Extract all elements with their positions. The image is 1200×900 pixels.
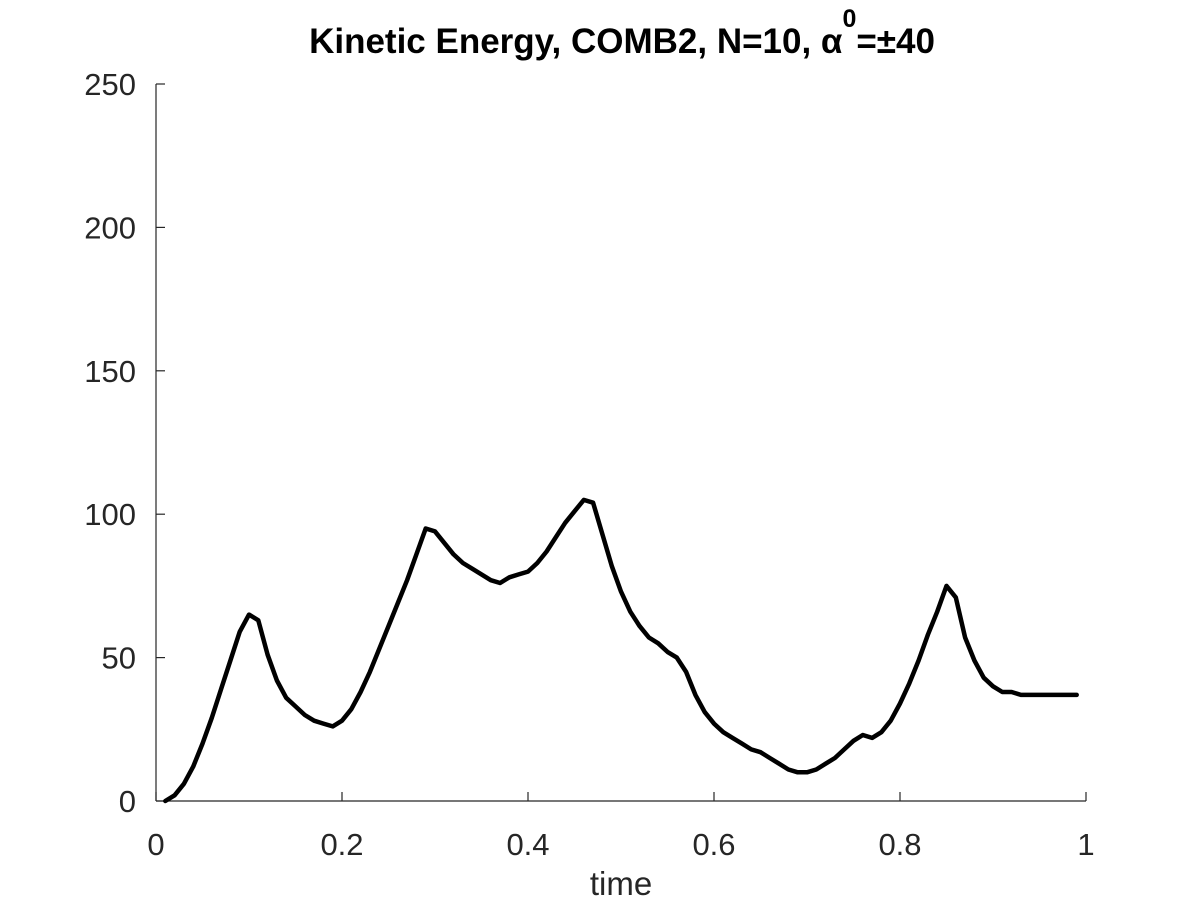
- chart-title-superscript: 0: [842, 5, 856, 33]
- y-tick-label: 50: [102, 641, 136, 676]
- x-axis-ticks: 0 0.2 0.4 0.6 0.8 1: [147, 792, 1095, 862]
- y-tick-label: 150: [84, 354, 136, 389]
- x-tick-label: 0: [147, 827, 164, 862]
- x-tick-label: 0.2: [320, 827, 363, 862]
- series-layer: [163, 497, 1079, 804]
- x-tick-label: 0.8: [878, 827, 921, 862]
- chart-title-main: Kinetic Energy, COMB2, N=10, α: [309, 22, 843, 61]
- y-tick-label: 0: [119, 784, 136, 819]
- chart-title-suffix: =±40: [856, 22, 935, 61]
- x-tick-label: 0.4: [506, 827, 549, 862]
- x-tick-label: 1: [1077, 827, 1094, 862]
- kinetic-energy-line: [163, 497, 1079, 804]
- x-tick-label: 0.6: [692, 827, 735, 862]
- y-tick-label: 250: [84, 67, 136, 102]
- y-axis-ticks: 0 50 100 150 200 250: [84, 67, 165, 819]
- plot-axes: [155, 84, 1086, 802]
- chart-title: Kinetic Energy, COMB2, N=10, α0=±40: [309, 5, 935, 61]
- y-tick-label: 200: [84, 210, 136, 245]
- x-axis-label: time: [590, 865, 652, 900]
- y-tick-label: 100: [84, 497, 136, 532]
